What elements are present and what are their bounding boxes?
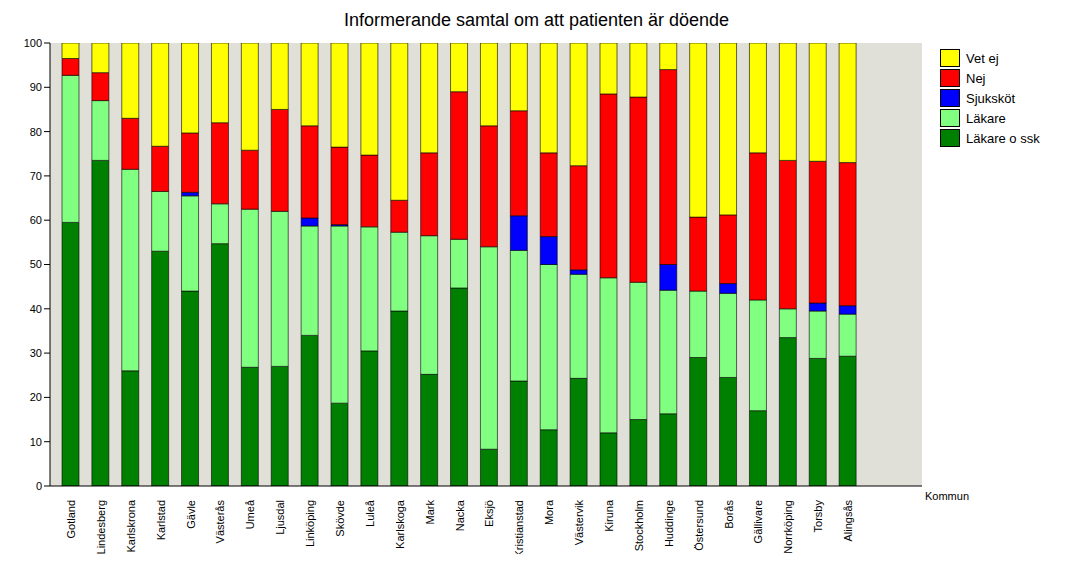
svg-text:Karlstad: Karlstad	[155, 500, 167, 540]
svg-text:Gällivare: Gällivare	[752, 500, 764, 543]
svg-text:Torsby: Torsby	[812, 500, 824, 533]
svg-text:Alingsås: Alingsås	[842, 500, 854, 542]
svg-text:Stockholm: Stockholm	[633, 500, 645, 551]
svg-text:Kiruna: Kiruna	[603, 499, 615, 532]
svg-text:0: 0	[36, 480, 42, 492]
svg-text:Eksjö: Eksjö	[483, 500, 495, 527]
svg-text:Västerås: Västerås	[214, 500, 226, 544]
svg-text:70: 70	[30, 170, 42, 182]
svg-text:Linköping: Linköping	[304, 500, 316, 547]
html-text:Nej: Nej	[966, 70, 986, 86]
svg-text:20: 20	[30, 391, 42, 403]
svg-text:Mora: Mora	[543, 499, 555, 525]
svg-text:10: 10	[30, 436, 42, 448]
html-text:Vet ej: Vet ej	[966, 50, 999, 66]
svg-text:Gävle: Gävle	[185, 500, 197, 529]
svg-text:Norrköping: Norrköping	[782, 500, 794, 554]
svg-text:Karlskoga: Karlskoga	[394, 499, 406, 549]
svg-text:Ljusdal: Ljusdal	[274, 500, 286, 535]
svg-text:Östersund: Östersund	[693, 500, 705, 551]
svg-text:50: 50	[30, 258, 42, 270]
svg-text:30: 30	[30, 347, 42, 359]
svg-text:Huddinge: Huddinge	[663, 500, 675, 547]
html-text:Kommun: Kommun	[925, 490, 969, 502]
svg-text:100: 100	[24, 37, 42, 49]
html-text:Informerande samtal om att pat: Informerande samtal om att patienten är …	[343, 10, 730, 30]
svg-text:Borås: Borås	[723, 500, 735, 529]
svg-text:60: 60	[30, 214, 42, 226]
svg-text:40: 40	[30, 303, 42, 315]
svg-text:Luleå: Luleå	[364, 499, 376, 527]
svg-text:Kristianstad: Kristianstad	[513, 500, 525, 554]
html-text:Läkare: Läkare	[966, 110, 1006, 126]
svg-text:Lindesberg: Lindesberg	[95, 500, 107, 554]
svg-text:Mark: Mark	[424, 500, 436, 525]
svg-text:Gotland: Gotland	[65, 500, 77, 539]
svg-text:Umeå: Umeå	[244, 499, 256, 529]
html-text:Sjuksköt: Sjuksköt	[966, 90, 1016, 106]
svg-text:Västervik: Västervik	[573, 500, 585, 546]
svg-text:Karlskrona: Karlskrona	[125, 499, 137, 552]
svg-text:80: 80	[30, 126, 42, 138]
svg-text:Skövde: Skövde	[334, 500, 346, 537]
svg-text:90: 90	[30, 81, 42, 93]
svg-text:Nacka: Nacka	[454, 499, 466, 531]
html-text:Läkare o ssk: Läkare o ssk	[966, 130, 1040, 146]
